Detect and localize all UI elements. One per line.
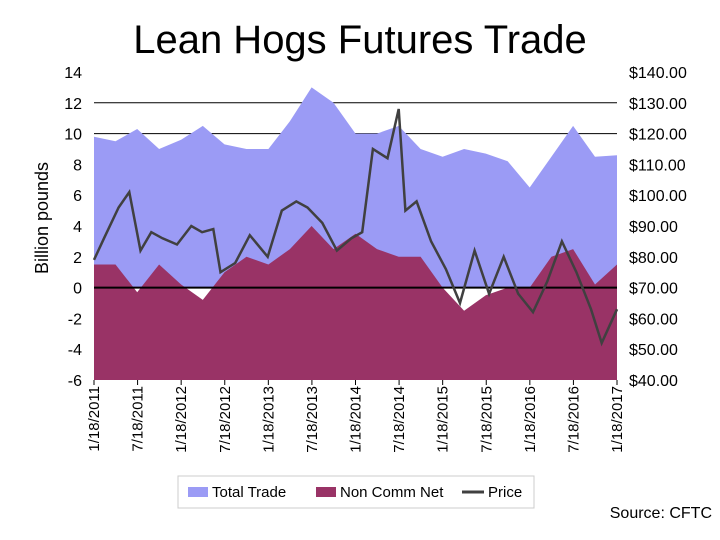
y2-tick-label: $100.00 (629, 188, 687, 205)
y-tick-label: 8 (73, 157, 82, 174)
gridlines (94, 102, 617, 135)
x-tick-label: 1/18/2011 (86, 386, 103, 452)
legend-swatch-non-comm-net (316, 487, 336, 497)
x-tick-label: 1/18/2015 (435, 386, 452, 453)
y2-tick-label: $50.00 (629, 342, 678, 359)
x-axis-ticks: 1/18/2011 7/18/2011 1/18/2012 7/18/2012 1/18… (86, 380, 626, 453)
legend-label-total-trade: Total Trade (212, 484, 286, 501)
y2-tick-label: $110.00 (629, 157, 686, 174)
y-tick-label: 4 (73, 219, 82, 236)
y-tick-label: 0 (73, 281, 82, 298)
series-price-line (92, 108, 619, 347)
x-tick-label: 7/18/2016 (565, 386, 582, 453)
y-axis-right-ticks: $140.00 $130.00 $120.00 $110.00 $100.00 $90.0… (629, 65, 687, 390)
x-tick-label: 1/18/2013 (260, 386, 277, 453)
y2-tick-label: $130.00 (629, 96, 687, 113)
y-tick-label: 6 (73, 188, 82, 205)
y-tick-label: -6 (68, 373, 82, 390)
y2-tick-label: $70.00 (629, 281, 678, 298)
y-axis-left-ticks: 14 12 10 8 6 4 2 0 -2 -4 -6 (64, 65, 82, 390)
x-tick-label: 7/18/2012 (217, 386, 234, 453)
source-note: Source: CFTC (609, 505, 712, 522)
x-tick-label: 1/18/2016 (522, 386, 539, 453)
series-total-trade-area (94, 87, 617, 288)
x-tick-label: 7/18/2014 (391, 386, 408, 453)
x-tick-label: 1/18/2012 (173, 386, 190, 453)
y2-tick-label: $140.00 (629, 65, 687, 82)
x-tick-label: 7/18/2011 (130, 386, 147, 452)
y-tick-label: 2 (73, 250, 82, 267)
y-tick-label: -2 (68, 311, 82, 328)
y-tick-label: 10 (64, 127, 82, 144)
y2-tick-label: $90.00 (629, 219, 678, 236)
series-non-comm-net-area (94, 226, 617, 380)
x-tick-label: 7/18/2015 (478, 386, 495, 453)
y2-tick-label: $120.00 (629, 127, 687, 144)
x-tick-label: 1/18/2017 (609, 386, 626, 453)
x-tick-label: 7/18/2013 (304, 386, 321, 453)
y-tick-label: 14 (64, 65, 82, 82)
chart-title: Lean Hogs Futures Trade (133, 18, 587, 62)
y-axis-label: Billion pounds (32, 162, 52, 274)
legend-label-non-comm-net: Non Comm Net (340, 484, 444, 501)
legend: Total Trade Non Comm Net Price (177, 475, 535, 509)
legend-label-price: Price (488, 484, 522, 501)
y-tick-label: -4 (68, 342, 82, 359)
x-tick-label: 1/18/2014 (348, 386, 365, 453)
y2-tick-label: $80.00 (629, 250, 678, 267)
y-tick-label: 12 (64, 96, 82, 113)
y2-tick-label: $60.00 (629, 311, 678, 328)
legend-swatch-total-trade (188, 487, 208, 497)
y2-tick-label: $40.00 (629, 373, 678, 390)
